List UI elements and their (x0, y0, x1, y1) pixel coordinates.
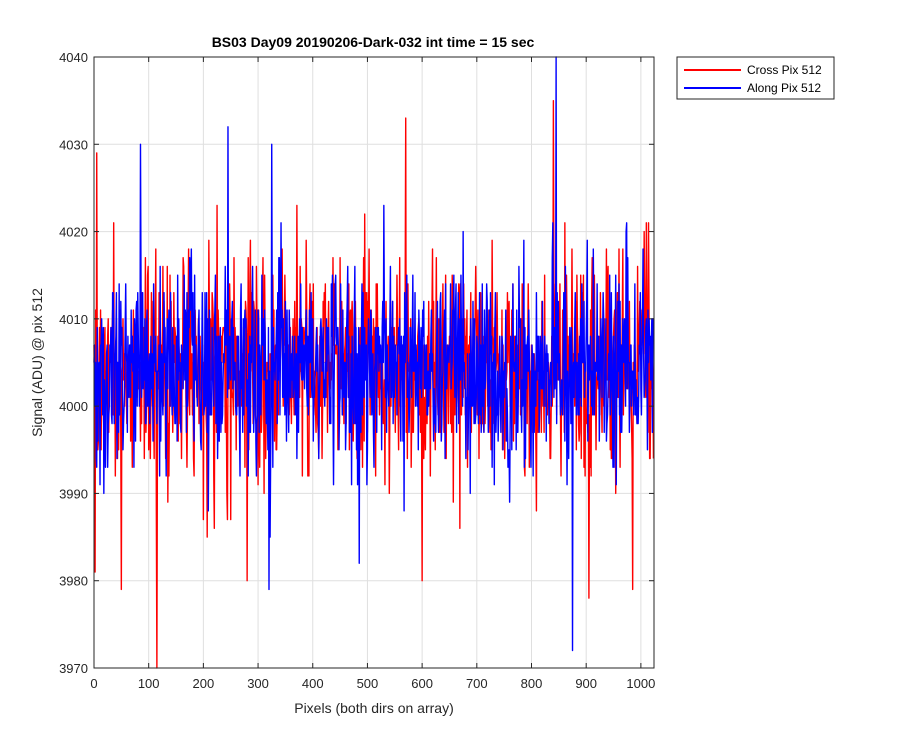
y-tick-label: 4040 (59, 50, 88, 65)
series-cross-line (93, 99, 655, 669)
x-tick-label: 400 (302, 676, 324, 691)
ticks-layer: 0 100 200 300 400 500 600 700 800 900 1000 3970 3980… (59, 50, 655, 691)
y-tick-label: 3980 (59, 574, 88, 589)
y-tick-label: 4030 (59, 137, 88, 152)
x-tick-label: 1000 (626, 676, 655, 691)
x-axis-title: Pixels (both dirs on array) (294, 700, 454, 716)
x-tick-label: 800 (521, 676, 543, 691)
y-tick-label: 3990 (59, 486, 88, 501)
x-tick-label: 100 (138, 676, 160, 691)
y-tick-label: 4010 (59, 312, 88, 327)
axes-box (93, 56, 655, 669)
y-axis-title: Signal (ADU) @ pix 512 (29, 288, 45, 437)
x-tick-label: 900 (575, 676, 597, 691)
legend-label-cross: Cross Pix 512 (747, 63, 822, 77)
y-tick-label: 4000 (59, 399, 88, 414)
legend-label-along: Along Pix 512 (747, 81, 821, 95)
x-tick-label: 300 (247, 676, 269, 691)
x-tick-label: 600 (411, 676, 433, 691)
series-along-line (93, 56, 654, 652)
plot-area: 0 100 200 300 400 500 600 700 800 900 1000 3970 3980… (59, 50, 655, 691)
x-tick-label: 500 (357, 676, 379, 691)
chart-title: BS03 Day09 20190206-Dark-032 int time = … (212, 34, 535, 50)
x-tick-label: 700 (466, 676, 488, 691)
x-tick-label: 0 (90, 676, 97, 691)
series-layer (93, 56, 655, 669)
x-tick-label: 200 (193, 676, 215, 691)
legend: Cross Pix 512 Along Pix 512 (676, 56, 835, 100)
legend-box (676, 56, 835, 100)
y-tick-label: 3970 (59, 661, 88, 676)
y-tick-label: 4020 (59, 225, 88, 240)
